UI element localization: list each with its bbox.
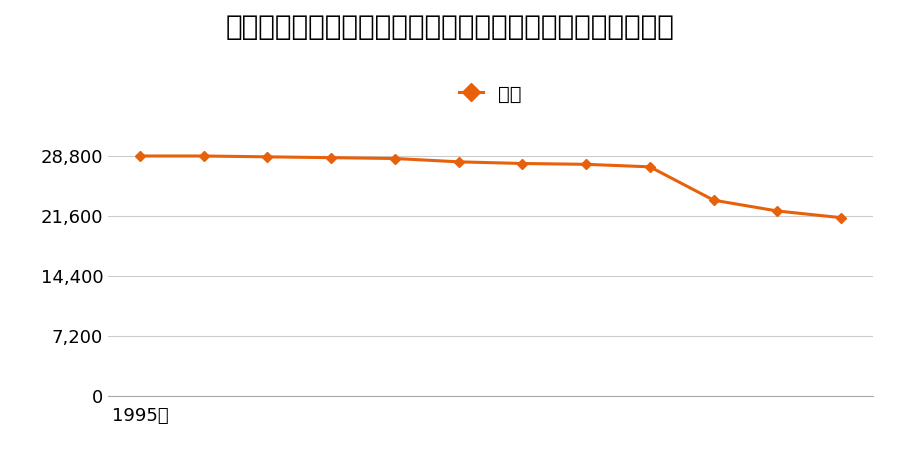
価格 [454, 159, 464, 165]
価格 [198, 153, 209, 159]
価格 [580, 162, 591, 167]
価格 [262, 154, 273, 160]
Line: 価格: 価格 [137, 153, 844, 221]
価格 [836, 215, 847, 220]
価格 [644, 164, 655, 170]
価格 [517, 161, 527, 166]
Legend: 価格: 価格 [452, 76, 529, 111]
価格 [708, 198, 719, 203]
価格 [390, 156, 400, 161]
価格 [772, 208, 783, 214]
価格 [134, 153, 145, 159]
価格 [326, 155, 337, 160]
Text: 滋賀県高島郡マキノ町大字知内字大川９１３番外の地価推移: 滋賀県高島郡マキノ町大字知内字大川９１３番外の地価推移 [226, 14, 674, 41]
